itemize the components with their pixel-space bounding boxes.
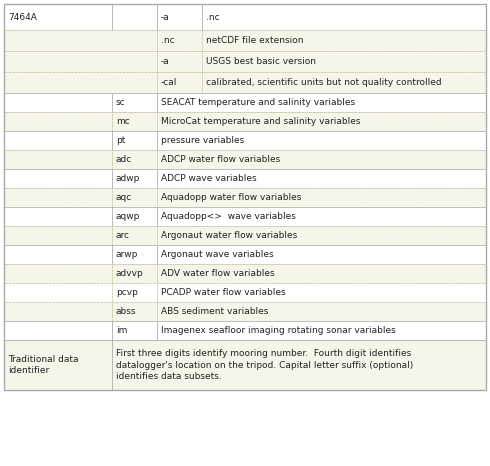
Bar xyxy=(202,30,486,51)
Text: arwp: arwp xyxy=(116,250,138,259)
Bar xyxy=(4,264,112,283)
Text: abss: abss xyxy=(116,307,137,316)
Bar xyxy=(4,131,112,150)
Text: -a: -a xyxy=(161,57,170,66)
Text: Argonaut wave variables: Argonaut wave variables xyxy=(161,250,273,259)
Bar xyxy=(112,131,157,150)
Bar xyxy=(157,30,202,51)
Bar xyxy=(157,264,486,283)
Bar xyxy=(4,72,157,93)
Bar xyxy=(4,302,112,321)
Bar xyxy=(112,283,157,302)
Bar xyxy=(112,93,157,112)
Bar xyxy=(157,112,486,131)
Bar xyxy=(4,283,112,302)
Bar xyxy=(4,169,112,188)
Bar xyxy=(4,4,112,30)
Text: PCADP water flow variables: PCADP water flow variables xyxy=(161,288,286,297)
Text: ABS sediment variables: ABS sediment variables xyxy=(161,307,269,316)
Bar xyxy=(4,188,112,207)
Bar xyxy=(157,51,202,72)
Bar xyxy=(112,245,157,264)
Bar xyxy=(157,226,486,245)
Text: MicroCat temperature and salinity variables: MicroCat temperature and salinity variab… xyxy=(161,117,361,126)
Bar xyxy=(202,51,486,72)
Bar xyxy=(157,245,486,264)
Bar xyxy=(4,321,112,340)
Text: -cal: -cal xyxy=(161,78,177,87)
Bar xyxy=(112,264,157,283)
Bar xyxy=(4,51,157,72)
Text: Aquadopp<>  wave variables: Aquadopp<> wave variables xyxy=(161,212,296,221)
Bar xyxy=(157,72,202,93)
Text: mc: mc xyxy=(116,117,130,126)
Text: First three digits identify mooring number.  Fourth digit identifies
datalogger': First three digits identify mooring numb… xyxy=(116,350,413,381)
Text: -a: -a xyxy=(161,13,170,21)
Bar xyxy=(4,30,157,51)
Text: pcvp: pcvp xyxy=(116,288,138,297)
Bar xyxy=(157,283,486,302)
Bar xyxy=(112,150,157,169)
Bar xyxy=(157,150,486,169)
Bar xyxy=(4,4,486,390)
Text: aqwp: aqwp xyxy=(116,212,140,221)
Bar xyxy=(157,302,486,321)
Bar xyxy=(157,93,486,112)
Bar xyxy=(157,4,202,30)
Text: pt: pt xyxy=(116,136,125,145)
Text: SEACAT temperature and salinity variables: SEACAT temperature and salinity variable… xyxy=(161,98,355,107)
Bar xyxy=(4,112,112,131)
Bar xyxy=(112,207,157,226)
Text: im: im xyxy=(116,326,127,335)
Bar xyxy=(112,321,157,340)
Bar xyxy=(157,207,486,226)
Bar xyxy=(112,169,157,188)
Bar xyxy=(112,188,157,207)
Bar xyxy=(202,4,486,30)
Bar xyxy=(157,188,486,207)
Text: Imagenex seafloor imaging rotating sonar variables: Imagenex seafloor imaging rotating sonar… xyxy=(161,326,396,335)
Bar xyxy=(112,302,157,321)
Bar xyxy=(4,245,112,264)
Text: Argonaut water flow variables: Argonaut water flow variables xyxy=(161,231,297,240)
Text: advvp: advvp xyxy=(116,269,144,278)
Bar xyxy=(112,112,157,131)
Text: aqc: aqc xyxy=(116,193,132,202)
Text: .nc: .nc xyxy=(161,36,174,45)
Text: adc: adc xyxy=(116,155,132,164)
Bar xyxy=(202,72,486,93)
Text: sc: sc xyxy=(116,98,125,107)
Bar xyxy=(4,207,112,226)
Bar xyxy=(112,4,157,30)
Text: .nc: .nc xyxy=(206,13,220,21)
Text: ADCP wave variables: ADCP wave variables xyxy=(161,174,257,183)
Text: ADV water flow variables: ADV water flow variables xyxy=(161,269,274,278)
Text: 7464A: 7464A xyxy=(8,13,37,21)
Bar xyxy=(4,93,112,112)
Bar xyxy=(4,226,112,245)
Text: calibrated, scientific units but not quality controlled: calibrated, scientific units but not qua… xyxy=(206,78,441,87)
Bar xyxy=(112,340,486,390)
Text: Aquadopp water flow variables: Aquadopp water flow variables xyxy=(161,193,301,202)
Text: ADCP water flow variables: ADCP water flow variables xyxy=(161,155,280,164)
Bar xyxy=(4,150,112,169)
Bar xyxy=(157,321,486,340)
Bar xyxy=(112,226,157,245)
Text: USGS best basic version: USGS best basic version xyxy=(206,57,316,66)
Text: pressure variables: pressure variables xyxy=(161,136,244,145)
Text: arc: arc xyxy=(116,231,130,240)
Bar xyxy=(4,340,112,390)
Text: adwp: adwp xyxy=(116,174,140,183)
Bar xyxy=(157,169,486,188)
Text: netCDF file extension: netCDF file extension xyxy=(206,36,303,45)
Text: Traditional data
identifier: Traditional data identifier xyxy=(8,355,78,375)
Bar xyxy=(157,131,486,150)
